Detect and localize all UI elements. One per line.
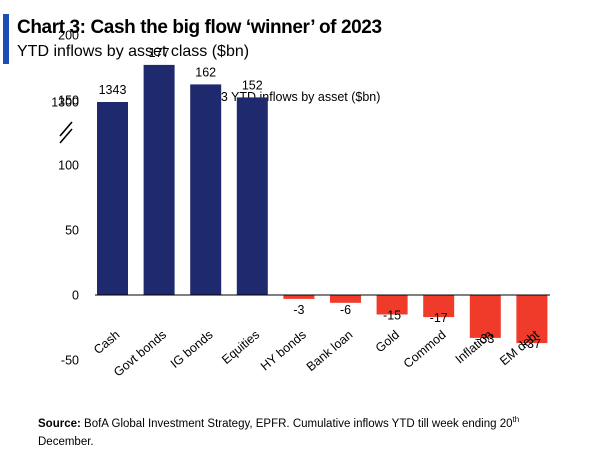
accent-bar — [3, 14, 9, 64]
y-tick-label: 1300 — [51, 96, 79, 110]
y-tick-label: 150 — [58, 94, 79, 108]
bar-inflation — [469, 295, 501, 338]
data-label: -33 — [476, 332, 494, 346]
y-tick-label: -50 — [61, 354, 79, 368]
y-tick-label: 50 — [65, 224, 79, 238]
bar-govt-bonds — [143, 64, 175, 296]
x-tick-label: HY bonds — [258, 328, 309, 374]
bars — [97, 64, 548, 344]
data-label: 177 — [149, 46, 170, 60]
axis-break-mark — [59, 121, 73, 144]
axis-break-line — [59, 128, 73, 144]
y-tick-label: 200 — [58, 29, 79, 43]
data-label: -3 — [293, 303, 304, 317]
data-label: 162 — [195, 65, 216, 79]
axis-break-line — [59, 121, 73, 137]
data-label: 152 — [242, 78, 263, 92]
bar-commod — [423, 295, 455, 318]
data-labels: 1343 177 162 152 -3 -6 -15 -17 -33 -37 — [99, 46, 541, 351]
data-label: -6 — [340, 303, 351, 317]
bar-equities — [236, 97, 268, 296]
bar-em-debt — [516, 295, 548, 344]
x-tick-label: Bank loan — [304, 328, 356, 374]
bar-gold — [376, 295, 408, 315]
x-tick-label: Equities — [219, 328, 262, 367]
bar-cash — [97, 102, 128, 295]
inner-chart-title: 2023 YTD inflows by asset ($bn) — [200, 90, 380, 104]
data-label: -17 — [430, 311, 448, 325]
x-tick-label: Commod — [401, 328, 449, 371]
y-tick-label: 0 — [72, 289, 79, 303]
source-label: Source: — [38, 417, 81, 430]
chart-subtitle: YTD inflows by asset class ($bn) — [17, 43, 250, 60]
y-axis: 1300 200 150 100 50 0 -50 — [51, 29, 79, 368]
bar-bank-loan — [330, 295, 361, 303]
source-superscript: th — [512, 415, 520, 424]
x-tick-label: Gold — [373, 328, 402, 356]
source-text: BofA Global Investment Strategy, EPFR. C… — [80, 417, 513, 430]
bar-ig-bonds — [190, 84, 222, 296]
y-tick-label: 100 — [58, 159, 79, 173]
data-label: 1343 — [99, 83, 127, 97]
x-tick-label: IG bonds — [168, 328, 216, 371]
source-note: Source: BofA Global Investment Strategy,… — [38, 411, 578, 451]
source-tail: December. — [38, 435, 94, 448]
data-label: -15 — [383, 309, 401, 323]
x-tick-label: Cash — [91, 328, 122, 358]
chart-title: Chart 3: Cash the big flow ‘winner’ of 2… — [17, 17, 382, 38]
bar-hy-bonds — [283, 295, 315, 299]
data-label: -37 — [523, 337, 541, 351]
